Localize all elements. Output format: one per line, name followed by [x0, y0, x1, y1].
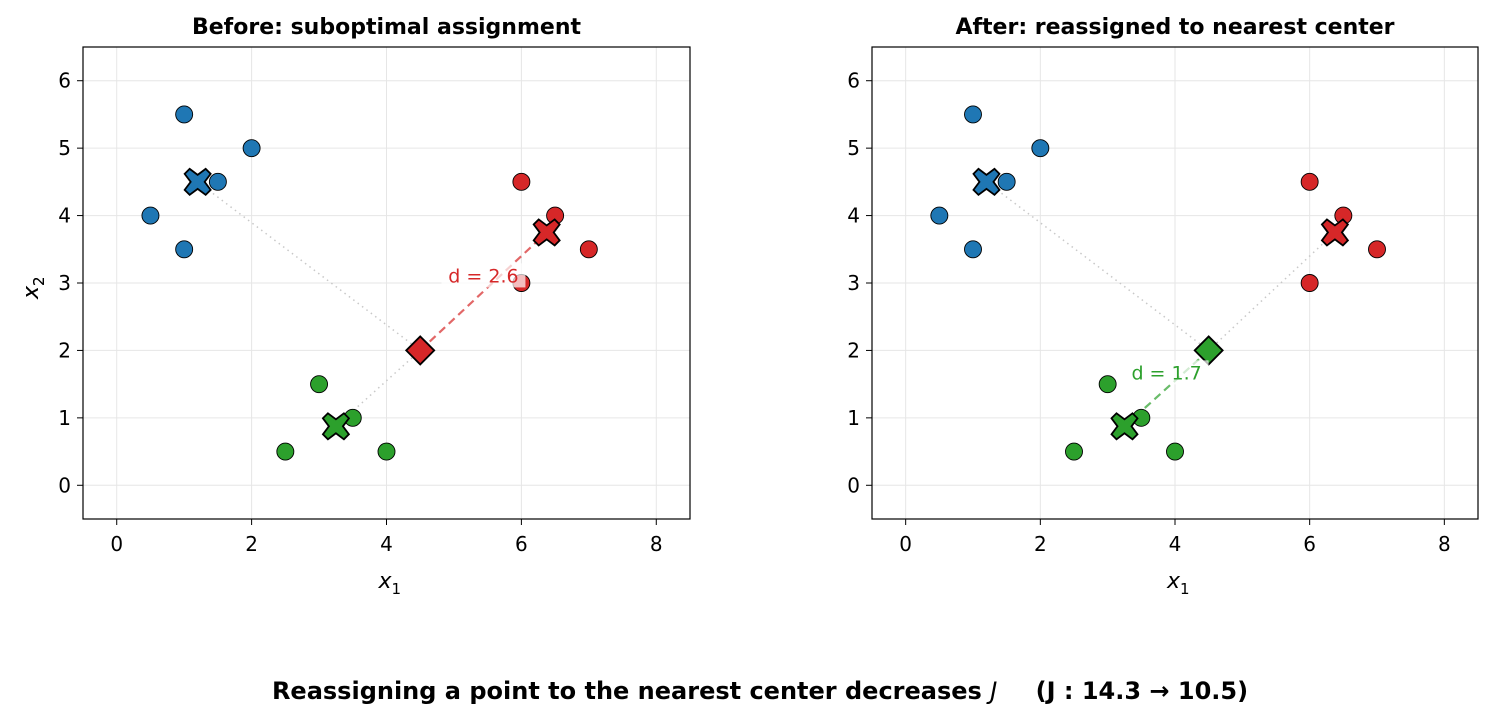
data-point-green: [1166, 442, 1184, 461]
data-point-green: [1065, 442, 1083, 461]
data-point-blue: [964, 105, 982, 124]
y-tick-label: 2: [847, 338, 860, 362]
reassigned-point: [404, 335, 436, 366]
y-tick-label: 6: [847, 69, 860, 93]
x-tick-label: 4: [380, 532, 393, 556]
distance-label-background: [1124, 360, 1209, 385]
y-tick-label: 1: [847, 406, 860, 430]
y-tick-label: 4: [58, 204, 71, 228]
data-point-red: [579, 240, 598, 259]
data-point-red: [1300, 172, 1319, 191]
y-axis-label-sub: 2: [30, 276, 48, 286]
x-axis-label-sub: 1: [392, 580, 402, 598]
y-axis-label: x2: [19, 276, 48, 300]
y-tick-label: 0: [847, 473, 860, 497]
data-point-red: [512, 172, 531, 191]
y-tick-label: 3: [847, 271, 860, 295]
data-point-red: [1368, 240, 1386, 259]
data-point-blue: [175, 240, 194, 259]
cluster-center-green: [1110, 412, 1139, 441]
x-tick-label: 0: [899, 532, 912, 556]
data-point-red: [1300, 274, 1319, 292]
x-axis-label: x1: [1166, 569, 1190, 598]
x-axis-label-sub: 1: [1180, 580, 1190, 598]
y-tick-label: 3: [58, 271, 71, 295]
x-tick-label: 2: [245, 532, 258, 556]
assignment-line-red: [419, 231, 548, 352]
cluster-center-blue: [972, 167, 1001, 197]
data-point-blue: [964, 240, 982, 259]
x-tick-label: 2: [1034, 532, 1047, 556]
data-point-green: [377, 442, 396, 461]
x-tick-label: 0: [110, 532, 123, 556]
y-axis-label-sub: 2: [30, 276, 48, 286]
data-point-green: [1098, 375, 1117, 394]
data-point-blue: [930, 206, 949, 225]
y-tick-label: 5: [847, 136, 860, 160]
cluster-center-blue: [183, 167, 212, 197]
y-tick-label: 0: [58, 473, 71, 497]
chart-title: After: reassigned to nearest center: [955, 15, 1394, 40]
distance-label: d = 2.6: [448, 265, 518, 287]
link-line-blue: [986, 181, 1210, 352]
cluster-center-red: [532, 218, 561, 247]
x-tick-label: 6: [515, 532, 528, 556]
suptitle-j: J: [986, 677, 997, 705]
suptitle: Reassigning a point to the nearest cente…: [272, 677, 1248, 705]
cluster-center-green: [321, 412, 351, 441]
data-point-green: [310, 375, 329, 394]
y-tick-label: 1: [58, 406, 71, 430]
distance-label: d = 1.7: [1131, 362, 1201, 384]
axes-frame: [871, 46, 1479, 520]
cluster-center-red: [1320, 218, 1350, 247]
data-point-blue: [141, 206, 160, 225]
data-point-blue: [208, 172, 227, 191]
chart-title: Before: suboptimal assignment: [192, 15, 581, 40]
y-tick-label: 6: [58, 69, 71, 93]
link-line-red: [1208, 231, 1336, 351]
y-tick-label: 4: [847, 204, 860, 228]
data-point-blue: [242, 139, 261, 158]
x-tick-label: 6: [1303, 532, 1316, 556]
data-point-blue: [175, 105, 194, 124]
x-tick-label: 8: [1438, 532, 1451, 556]
axes-frame: [82, 46, 691, 520]
distance-label-background: [441, 263, 526, 288]
data-point-green: [276, 442, 295, 461]
y-tick-label: 5: [58, 136, 71, 160]
data-point-blue: [997, 172, 1016, 191]
y-tick-label: 2: [58, 338, 71, 362]
x-tick-label: 4: [1169, 532, 1182, 556]
data-point-blue: [1031, 139, 1050, 158]
reassigned-point: [1193, 335, 1224, 366]
x-tick-label: 8: [650, 532, 663, 556]
x-axis-label: x1: [378, 569, 402, 598]
